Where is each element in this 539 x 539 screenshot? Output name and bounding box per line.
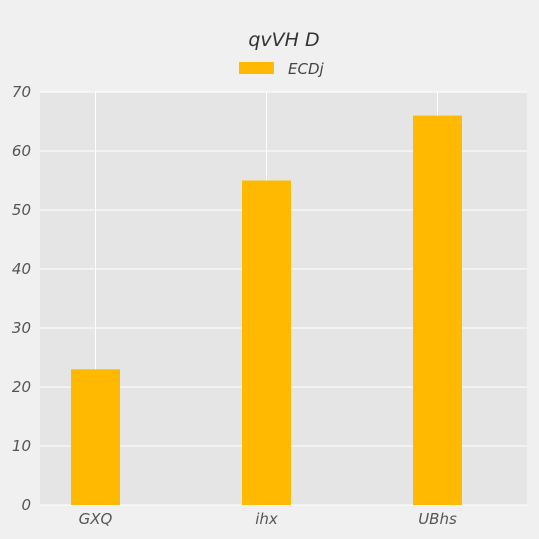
legend-swatch bbox=[239, 62, 274, 74]
bars bbox=[71, 115, 462, 505]
bar bbox=[242, 180, 291, 505]
bar bbox=[413, 115, 462, 505]
x-tick-labels: GXQ ihx UBhs bbox=[79, 510, 457, 528]
x-tick-label: UBhs bbox=[418, 510, 457, 528]
y-tick-label: 70 bbox=[12, 83, 31, 101]
y-tick-label: 40 bbox=[12, 260, 31, 278]
y-tick-label: 30 bbox=[12, 319, 31, 337]
y-tick-label: 10 bbox=[12, 437, 31, 455]
x-tick-label: ihx bbox=[255, 510, 278, 528]
y-tick-label: 50 bbox=[12, 201, 31, 219]
legend: ECDj bbox=[239, 60, 325, 78]
y-tick-label: 60 bbox=[12, 142, 31, 160]
y-tick-labels: 0 10 20 30 40 50 60 70 bbox=[12, 83, 31, 514]
legend-label: ECDj bbox=[288, 60, 325, 78]
x-tick-label: GXQ bbox=[79, 510, 113, 528]
chart-title: qvVH D bbox=[248, 29, 319, 51]
y-tick-label: 20 bbox=[12, 378, 31, 396]
y-tick-label: 0 bbox=[21, 496, 31, 514]
bar bbox=[71, 369, 120, 505]
